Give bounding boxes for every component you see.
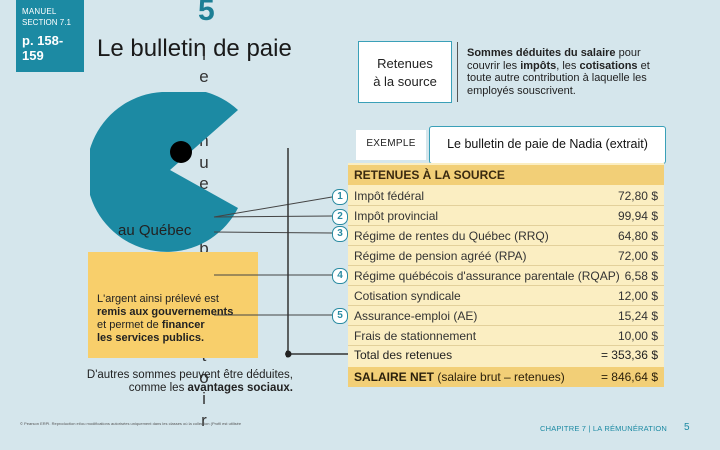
pacman-eye <box>170 141 192 163</box>
info-line-1: L'argent ainsi prélevé est <box>97 293 219 305</box>
table-row: Assurance-emploi (AE) 15,24 $ <box>348 306 664 326</box>
marker-4: 4 <box>332 268 348 284</box>
exemple-box <box>356 130 426 160</box>
vertical-letter: i <box>202 389 206 408</box>
manual-section: SECTION 7.1 <box>22 18 71 27</box>
pacman-illustration <box>90 92 238 252</box>
definition-text: Sommes déduites du salaire pour couvrir … <box>467 47 663 97</box>
definition-bracket <box>457 42 466 102</box>
row-amount: 12,00 $ <box>617 289 658 303</box>
row-label: Impôt provincial <box>354 209 439 223</box>
chapter-footer: CHAPITRE 7 | LA RÉMUNÉRATION <box>540 424 668 433</box>
table-row: Impôt provincial 99,94 $ <box>348 206 664 226</box>
info-line-2: remis aux gouvernements <box>97 306 234 318</box>
table-row: Impôt fédéral 72,80 $ <box>348 186 664 206</box>
vertical-letter: r <box>201 410 207 430</box>
def-bold-1: Sommes déduites du salaire <box>467 47 616 59</box>
retenues-title: Retenues à la source <box>358 55 452 91</box>
manual-label: MANUEL <box>22 7 57 16</box>
retenues-line-2: à la source <box>373 74 437 89</box>
table-row: Frais de stationnement 10,00 $ <box>348 326 664 346</box>
retenues-line-1: Retenues <box>377 56 433 71</box>
pacman-shape <box>90 92 238 252</box>
vertical-letter: u <box>199 152 209 172</box>
connector-dot <box>286 350 292 358</box>
net-label: SALAIRE NET (salaire brut – retenues) <box>354 370 565 384</box>
row-amount: 10,00 $ <box>617 329 658 343</box>
row-label: Assurance-emploi (AE) <box>354 309 478 323</box>
table-row: Régime québécois d'assurance parentale (… <box>348 266 664 286</box>
retenues-box <box>358 41 452 103</box>
total-amount: = 353,36 $ <box>600 348 658 362</box>
row-amount: 6,58 $ <box>624 269 658 283</box>
vertical-letter: e <box>199 174 209 193</box>
info-line-4: les services publics. <box>97 332 205 344</box>
total-row: Total des retenues = 353,36 $ <box>348 345 664 365</box>
info-box <box>88 252 258 358</box>
slide-number-large: 5 <box>198 0 215 27</box>
table-row: Régime de pension agréé (RPA) 72,00 $ <box>348 246 664 266</box>
vertical-letter: o <box>199 367 209 387</box>
info-line-3-bold: financer <box>161 319 205 331</box>
def-text-3: et toute autre contribution à laquelle l… <box>467 59 650 97</box>
vertical-letter: l <box>202 45 206 64</box>
row-amount: 99,94 $ <box>617 209 658 223</box>
def-text-1: pour couvrir les <box>467 47 641 72</box>
quebec-label: au Québec <box>118 222 192 239</box>
vertical-letter: n <box>199 131 209 150</box>
other-line-1: D'autres sommes peuvent être déduites, <box>86 369 293 381</box>
connector-line <box>213 215 333 218</box>
connector-line <box>213 196 333 218</box>
connector-lines <box>213 196 333 357</box>
connector-line <box>213 231 333 234</box>
row-amount: 72,00 $ <box>617 249 658 263</box>
row-label: Régime de pension agréé (RPA) <box>354 249 527 263</box>
net-label-normal: (salaire brut – retenues) <box>434 370 565 384</box>
net-label-bold: SALAIRE NET <box>354 370 435 384</box>
row-label: Régime de rentes du Québec (RRQ) <box>354 229 549 243</box>
example-title: Le bulletin de paie de Nadia (extrait) <box>447 137 648 151</box>
table-header-label: RETENUES À LA SOURCE <box>354 168 505 182</box>
marker-3: 3 <box>332 226 348 242</box>
table-row: Cotisation syndicale 12,00 $ <box>348 286 664 306</box>
net-salary-row: SALAIRE NET (salaire brut – retenues) = 8… <box>348 367 664 387</box>
exemple-label: EXEMPLE <box>366 138 416 149</box>
vertical-letter: e <box>199 66 209 86</box>
manual-badge: MANUEL SECTION 7.1 p. 158-159 <box>16 0 84 72</box>
manual-pages: p. 158-159 <box>22 33 64 63</box>
marker-1: 1 <box>332 189 348 205</box>
copyright-footnote: © Pearson ERPI. Reproduction et/ou modif… <box>20 421 242 426</box>
total-connector <box>286 148 348 358</box>
other-line-2-bold: avantages sociaux. <box>187 382 293 394</box>
row-amount: 64,80 $ <box>617 229 658 243</box>
other-line-2-pre: comme les <box>128 382 188 394</box>
table-header: RETENUES À LA SOURCE <box>348 165 664 185</box>
page-number: 5 <box>684 422 690 433</box>
def-text-2: , les <box>556 59 580 72</box>
row-amount: 15,24 $ <box>617 309 658 323</box>
marker-2: 2 <box>332 209 348 225</box>
info-line-3-pre: et permet de <box>97 319 162 331</box>
row-label: Régime québécois d'assurance parentale (… <box>354 269 620 283</box>
def-bold-3: cotisations <box>579 59 638 72</box>
payslip-table <box>348 163 664 387</box>
total-label: Total des retenues <box>354 348 453 362</box>
row-amount: 72,80 $ <box>617 189 658 203</box>
row-label: Frais de stationnement <box>354 329 477 343</box>
info-text: L'argent ainsi prélevé est remis aux gou… <box>97 293 297 345</box>
table-row: Régime de rentes du Québec (RRQ) 64,80 $ <box>348 226 664 246</box>
vertical-letter: b <box>199 238 209 258</box>
def-bold-2: impôts <box>520 59 557 72</box>
other-deductions-text: D'autres sommes peuvent être déduites, c… <box>76 369 293 395</box>
row-label: Cotisation syndicale <box>354 289 461 303</box>
marker-5: 5 <box>332 308 348 324</box>
row-label: Impôt fédéral <box>354 189 425 203</box>
net-amount: = 846,64 $ <box>600 370 658 384</box>
page-title: Le bulletin de paie <box>97 35 292 62</box>
